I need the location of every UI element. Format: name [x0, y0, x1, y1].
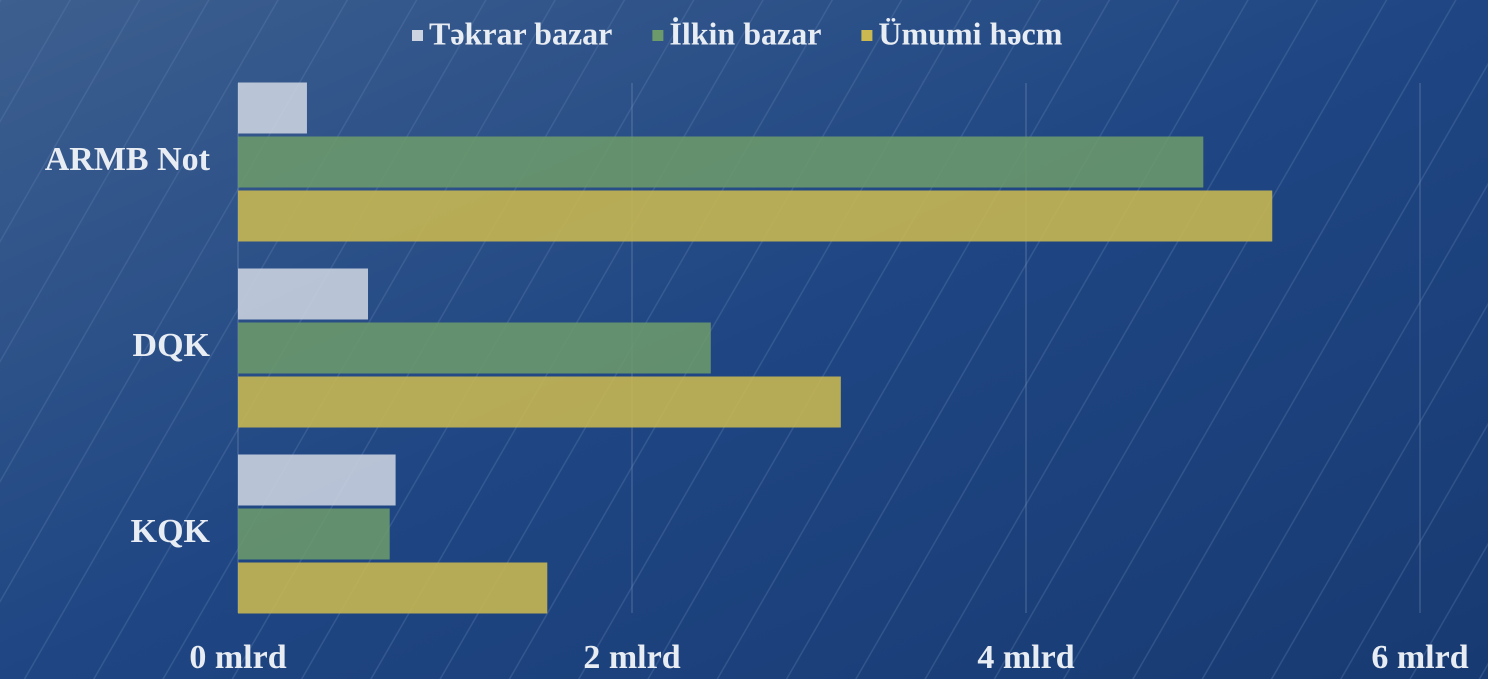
- x-tick-label: 4 mlrd: [977, 639, 1074, 676]
- legend-label: Ümumi həcm: [878, 15, 1062, 51]
- y-tick-label: ARMB Not: [45, 141, 211, 178]
- y-tick-label: DQK: [133, 327, 211, 364]
- bar: [238, 268, 369, 320]
- legend-swatch: [652, 30, 664, 41]
- x-tick-label: 2 mlrd: [583, 639, 680, 676]
- legend-label: Təkrar bazar: [429, 15, 612, 51]
- y-tick-label: KQK: [131, 513, 211, 550]
- bar: [238, 562, 548, 614]
- legend: Təkrar bazar İlkin bazar Ümumi həcm: [412, 15, 1063, 51]
- bar: [238, 454, 396, 506]
- x-tick-label: 0 mlrd: [189, 639, 286, 676]
- bar: [238, 376, 841, 428]
- bar: [238, 136, 1204, 188]
- legend-swatch: [861, 30, 873, 41]
- bar: [238, 82, 307, 134]
- legend-swatch: [412, 30, 423, 41]
- bar: [238, 508, 390, 560]
- bar: [238, 190, 1273, 242]
- legend-label: İlkin bazar: [669, 15, 821, 51]
- x-tick-label: 6 mlrd: [1371, 639, 1468, 676]
- bar: [238, 322, 711, 374]
